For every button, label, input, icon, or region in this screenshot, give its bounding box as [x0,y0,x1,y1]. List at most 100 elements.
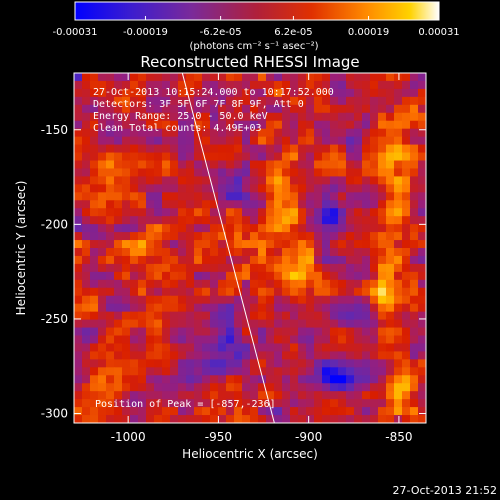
heatmap-cell [258,120,267,130]
heatmap-cell [282,208,291,217]
heatmap-cell [378,176,387,185]
heatmap-cell [98,168,107,177]
heatmap-cell [410,367,419,376]
heatmap-cell [258,144,267,154]
heatmap-cell [314,351,323,360]
heatmap-cell [370,208,379,217]
heatmap-cell [210,255,219,265]
heatmap-cell [402,160,411,170]
heatmap-cell [346,232,355,241]
heatmap-cell [298,248,307,257]
heatmap-cell [338,240,347,249]
heatmap-cell [258,271,267,281]
heatmap-cell [362,415,371,423]
heatmap-cell [386,375,395,384]
heatmap-cell [354,160,363,170]
heatmap-cell [162,295,171,305]
heatmap-cell [82,335,91,345]
heatmap-cell [74,271,83,281]
heatmap-cell [418,224,426,233]
heatmap-cell [226,88,235,98]
heatmap-cell [242,176,251,185]
heatmap-cell [258,200,267,209]
heatmap-cell [74,383,83,392]
heatmap-cell [178,359,187,368]
heatmap-cell [210,200,219,209]
heatmap-cell [186,80,195,90]
heatmap-cell [202,144,211,154]
heatmap-cell [322,112,331,122]
heatmap-cell [226,184,235,193]
heatmap-cell [386,303,395,313]
heatmap-cell [402,184,411,193]
heatmap-cell [410,399,419,408]
heatmap-cell [202,176,211,185]
heatmap-cell [106,224,115,233]
heatmap-cell [178,73,187,82]
heatmap-cell [122,391,131,400]
heatmap-cell [114,367,123,376]
heatmap-cell [298,327,307,337]
heatmap-cell [378,287,387,297]
heatmap-cell [386,160,395,170]
heatmap-cell [274,327,283,337]
heatmap-cell [394,311,403,321]
heatmap-cell [354,303,363,313]
heatmap-cell [354,367,363,376]
heatmap-cell [242,327,251,337]
heatmap-cell [250,73,259,82]
heatmap-cell [418,88,426,98]
heatmap-cell [306,359,315,368]
heatmap-cell [146,335,155,345]
heatmap-cell [298,391,307,400]
heatmap-cell [146,184,155,193]
heatmap-cell [90,240,99,249]
heatmap-cell [98,200,107,209]
heatmap-cell [114,287,123,297]
heatmap-cell [82,311,91,321]
heatmap-cell [114,407,123,416]
heatmap-cell [410,287,419,297]
heatmap-cell [402,407,411,416]
heatmap-cell [258,399,267,408]
heatmap-cell [418,160,426,170]
heatmap-cell [354,128,363,138]
heatmap-cell [90,271,99,281]
heatmap-cell [258,112,267,122]
heatmap-cell [402,327,411,337]
heatmap-cell [394,104,403,114]
heatmap-cell [106,160,115,170]
heatmap-cell [218,303,227,313]
heatmap-cell [322,152,331,162]
heatmap-cell [394,295,403,305]
heatmap-cell [234,144,243,154]
heatmap-cell [194,96,203,106]
heatmap-cell [98,248,107,257]
heatmap-cell [410,343,419,352]
heatmap-cell [154,311,163,321]
heatmap-cell [322,279,331,289]
heatmap-cell [330,224,339,233]
heatmap-cell [242,88,251,98]
heatmap-cell [130,279,139,289]
heatmap-cell [258,96,267,106]
heatmap-cell [250,271,259,281]
heatmap-cell [418,351,426,360]
heatmap-cell [394,303,403,313]
heatmap-cell [162,88,171,98]
heatmap-cell [330,343,339,352]
heatmap-cell [298,255,307,265]
heatmap-cell [114,104,123,114]
heatmap-cell [266,319,275,329]
heatmap-cell [186,407,195,416]
heatmap-cell [122,208,131,217]
heatmap-cell [274,88,283,98]
heatmap-cell [130,248,139,257]
heatmap-cell [314,263,323,273]
heatmap-cell [346,287,355,297]
heatmap-cell [282,216,291,225]
heatmap-cell [130,160,139,170]
heatmap-cell [194,144,203,154]
heatmap-cell [378,96,387,106]
heatmap-cell [218,80,227,90]
